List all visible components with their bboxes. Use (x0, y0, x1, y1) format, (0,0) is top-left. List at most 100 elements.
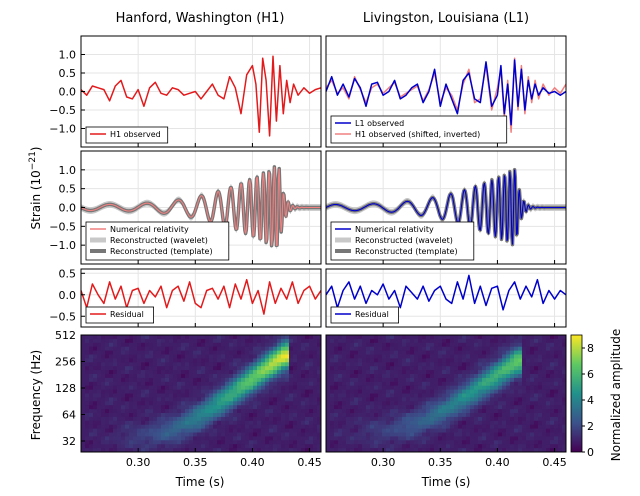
spectrogram-cell (554, 416, 559, 422)
spectrogram-cell (153, 436, 158, 441)
spectrogram-cell (422, 428, 427, 433)
spectrogram-cell (554, 448, 559, 453)
spectrogram-cell (438, 354, 443, 359)
spectrogram-cell (261, 401, 266, 406)
spectrogram-cell (398, 374, 403, 379)
spectrogram-cell (201, 413, 206, 418)
spectrogram-cell (193, 428, 198, 433)
spectrogram-cell (398, 413, 403, 418)
spectrogram-cell (253, 335, 258, 340)
spectrogram-cell (125, 374, 130, 379)
spectrogram-cell (113, 389, 118, 394)
spectrogram-cell (338, 335, 343, 340)
spectrogram-cell (350, 428, 355, 433)
spectrogram-cell (261, 420, 266, 426)
spectrogram-cell (301, 350, 306, 355)
spectrogram-cell (506, 389, 511, 394)
spectrogram-cell (245, 366, 250, 371)
spectrogram-cell (253, 424, 258, 430)
spectrogram-cell (458, 342, 463, 348)
spectrogram-cell (550, 413, 555, 418)
spectrogram-cell (438, 420, 443, 426)
spectrogram-cell (470, 444, 475, 449)
spectrogram-cell (209, 424, 214, 430)
spectrogram-cell (430, 366, 435, 371)
spectrogram-cell (350, 416, 355, 422)
spectrogram-cell (510, 397, 515, 402)
spectrogram-cell (89, 432, 94, 437)
spectrogram-cell (257, 335, 262, 340)
spectrogram-cell (378, 346, 383, 352)
spectrogram-cell (330, 448, 335, 453)
spectrogram-cell (530, 393, 535, 398)
spectrogram-cell (378, 440, 383, 445)
spectrogram-cell (289, 370, 294, 375)
spectrogram-cell (85, 381, 90, 387)
spectrogram-cell (526, 397, 531, 402)
colorbar-tick-label: 4 (587, 394, 594, 407)
spectrogram-cell (217, 420, 222, 426)
spectrogram-cell (257, 346, 262, 352)
spectrogram-cell (241, 413, 246, 418)
spectrogram-cell (334, 370, 339, 375)
spectrogram-cell (406, 342, 411, 348)
spectrogram-cell (398, 432, 403, 437)
spectrogram-cell (494, 342, 499, 348)
spectrogram-cell (121, 432, 126, 437)
spectrogram-cell (362, 448, 367, 453)
spectrogram-cell (285, 405, 290, 410)
spectrogram-cell (285, 338, 290, 344)
spectrogram-cell (209, 405, 214, 410)
spectrogram-cell (366, 366, 371, 371)
spectrogram-cell (542, 428, 547, 433)
spectrogram-cell (81, 389, 86, 394)
spectrogram-cell (113, 448, 118, 453)
spectrogram-cell (418, 389, 423, 394)
spectrogram-cell (265, 362, 270, 367)
spectrogram-cell (426, 405, 431, 410)
spectrogram-cell (157, 366, 162, 371)
spectrogram-cell (173, 374, 178, 379)
spectrogram-cell (382, 389, 387, 394)
spectrogram-cell (478, 432, 483, 437)
spectrogram-cell (514, 393, 519, 398)
spectrogram-cell (534, 405, 539, 410)
spectrogram-cell (466, 389, 471, 394)
spectrogram-cell (225, 366, 230, 371)
spectrogram-cell (277, 354, 282, 359)
spectrogram-cell (273, 377, 278, 383)
spectrogram-cell (558, 342, 563, 348)
spectrogram-cell (498, 366, 503, 371)
spectrogram-cell (454, 370, 459, 375)
spectrogram-cell (414, 393, 419, 398)
spectrogram-cell (177, 397, 182, 402)
spectrogram-cell (109, 335, 114, 340)
spectrogram-cell (338, 338, 343, 344)
spectrogram-cell (330, 401, 335, 406)
spectrogram-cell (410, 436, 415, 441)
spectrogram-cell (273, 346, 278, 352)
spectrogram-cell (494, 397, 499, 402)
spectrogram-cell (366, 444, 371, 449)
spectrogram-cell (173, 354, 178, 359)
spectrogram-cell (430, 409, 435, 414)
spectrogram-cell (273, 338, 278, 344)
spectrogram-cell (434, 393, 439, 398)
spectrogram-cell (233, 448, 238, 453)
spectrogram-cell (418, 444, 423, 449)
spectrogram-cell (454, 335, 459, 340)
spectrogram-cell (334, 358, 339, 363)
spectrogram-cell (402, 424, 407, 430)
spectrogram-cell (326, 432, 331, 437)
spectrogram-cell (229, 420, 234, 426)
spectrogram-cell (125, 401, 130, 406)
spectrogram-cell (317, 366, 322, 371)
spectrogram-cell (486, 440, 491, 445)
spectrogram-cell (101, 377, 106, 383)
spectrogram-cell (470, 432, 475, 437)
spectrogram-cell (173, 428, 178, 433)
spectrogram-cell (390, 338, 395, 344)
spectrogram-cell (350, 440, 355, 445)
spectrogram-cell (157, 416, 162, 422)
spectrogram-cell (490, 413, 495, 418)
